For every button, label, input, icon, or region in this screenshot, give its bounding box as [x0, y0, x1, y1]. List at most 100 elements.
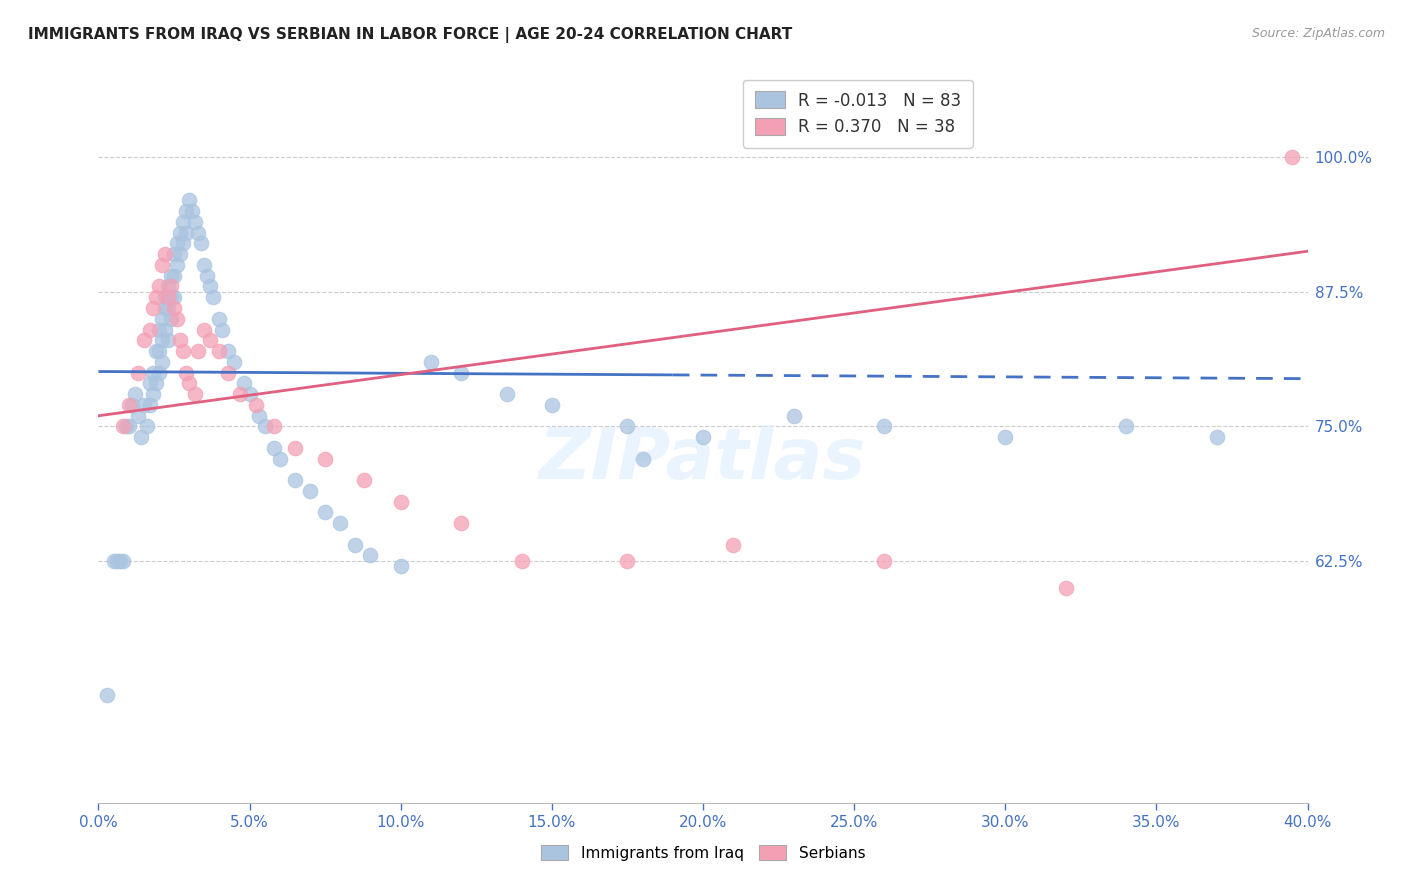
Point: [166, 236, 188, 251]
Point: [184, 215, 207, 229]
Point: [174, 204, 197, 219]
Point: [1054, 581, 1077, 595]
Point: [353, 473, 375, 487]
Point: [145, 376, 167, 391]
Point: [148, 322, 170, 336]
Point: [873, 554, 896, 568]
Point: [187, 226, 209, 240]
Point: [132, 398, 155, 412]
Point: [148, 344, 170, 359]
Point: [121, 398, 143, 412]
Y-axis label: In Labor Force | Age 20-24: In Labor Force | Age 20-24: [0, 336, 8, 538]
Point: [692, 430, 714, 444]
Point: [160, 268, 183, 283]
Point: [202, 290, 225, 304]
Point: [148, 366, 170, 380]
Point: [156, 301, 179, 315]
Point: [163, 247, 186, 261]
Point: [723, 538, 745, 552]
Point: [179, 376, 201, 391]
Point: [616, 419, 638, 434]
Point: [245, 398, 267, 412]
Point: [169, 226, 191, 240]
Point: [153, 301, 176, 315]
Point: [139, 322, 162, 336]
Point: [111, 419, 134, 434]
Point: [160, 290, 183, 304]
Text: Source: ZipAtlas.com: Source: ZipAtlas.com: [1251, 27, 1385, 40]
Point: [169, 247, 191, 261]
Point: [284, 473, 307, 487]
Point: [150, 258, 173, 272]
Point: [163, 301, 186, 315]
Point: [153, 290, 176, 304]
Point: [96, 688, 118, 702]
Point: [1281, 150, 1303, 164]
Point: [616, 554, 638, 568]
Point: [156, 290, 179, 304]
Point: [156, 333, 179, 347]
Point: [163, 268, 186, 283]
Point: [631, 451, 654, 466]
Point: [193, 258, 215, 272]
Point: [166, 258, 188, 272]
Point: [114, 419, 136, 434]
Point: [253, 419, 276, 434]
Point: [450, 366, 472, 380]
Point: [172, 236, 194, 251]
Point: [166, 311, 188, 326]
Point: [873, 419, 896, 434]
Point: [169, 333, 191, 347]
Point: [111, 554, 134, 568]
Point: [217, 366, 239, 380]
Point: [129, 430, 152, 444]
Point: [344, 538, 367, 552]
Point: [224, 355, 246, 369]
Point: [239, 387, 262, 401]
Point: [994, 430, 1017, 444]
Point: [299, 483, 322, 498]
Point: [142, 301, 165, 315]
Point: [118, 398, 141, 412]
Point: [150, 311, 173, 326]
Point: [329, 516, 352, 530]
Point: [145, 290, 167, 304]
Point: [1115, 419, 1137, 434]
Point: [124, 387, 146, 401]
Point: [200, 333, 222, 347]
Point: [105, 554, 128, 568]
Point: [190, 236, 212, 251]
Point: [195, 268, 218, 283]
Legend: Immigrants from Iraq, Serbians: Immigrants from Iraq, Serbians: [533, 837, 873, 868]
Point: [360, 549, 382, 563]
Point: [450, 516, 472, 530]
Point: [284, 441, 307, 455]
Point: [495, 387, 517, 401]
Text: ZIPatlas: ZIPatlas: [540, 425, 866, 493]
Point: [1206, 430, 1229, 444]
Point: [179, 194, 201, 208]
Point: [153, 247, 176, 261]
Point: [132, 333, 155, 347]
Point: [174, 366, 197, 380]
Point: [181, 204, 204, 219]
Point: [174, 226, 197, 240]
Point: [127, 409, 149, 423]
Point: [211, 322, 233, 336]
Point: [314, 505, 336, 519]
Point: [142, 366, 165, 380]
Point: [172, 344, 194, 359]
Point: [193, 322, 215, 336]
Point: [187, 344, 209, 359]
Point: [145, 344, 167, 359]
Point: [510, 554, 533, 568]
Point: [217, 344, 239, 359]
Point: [540, 398, 562, 412]
Point: [153, 322, 176, 336]
Point: [232, 376, 254, 391]
Point: [247, 409, 270, 423]
Point: [783, 409, 806, 423]
Point: [139, 398, 162, 412]
Point: [150, 333, 173, 347]
Point: [229, 387, 252, 401]
